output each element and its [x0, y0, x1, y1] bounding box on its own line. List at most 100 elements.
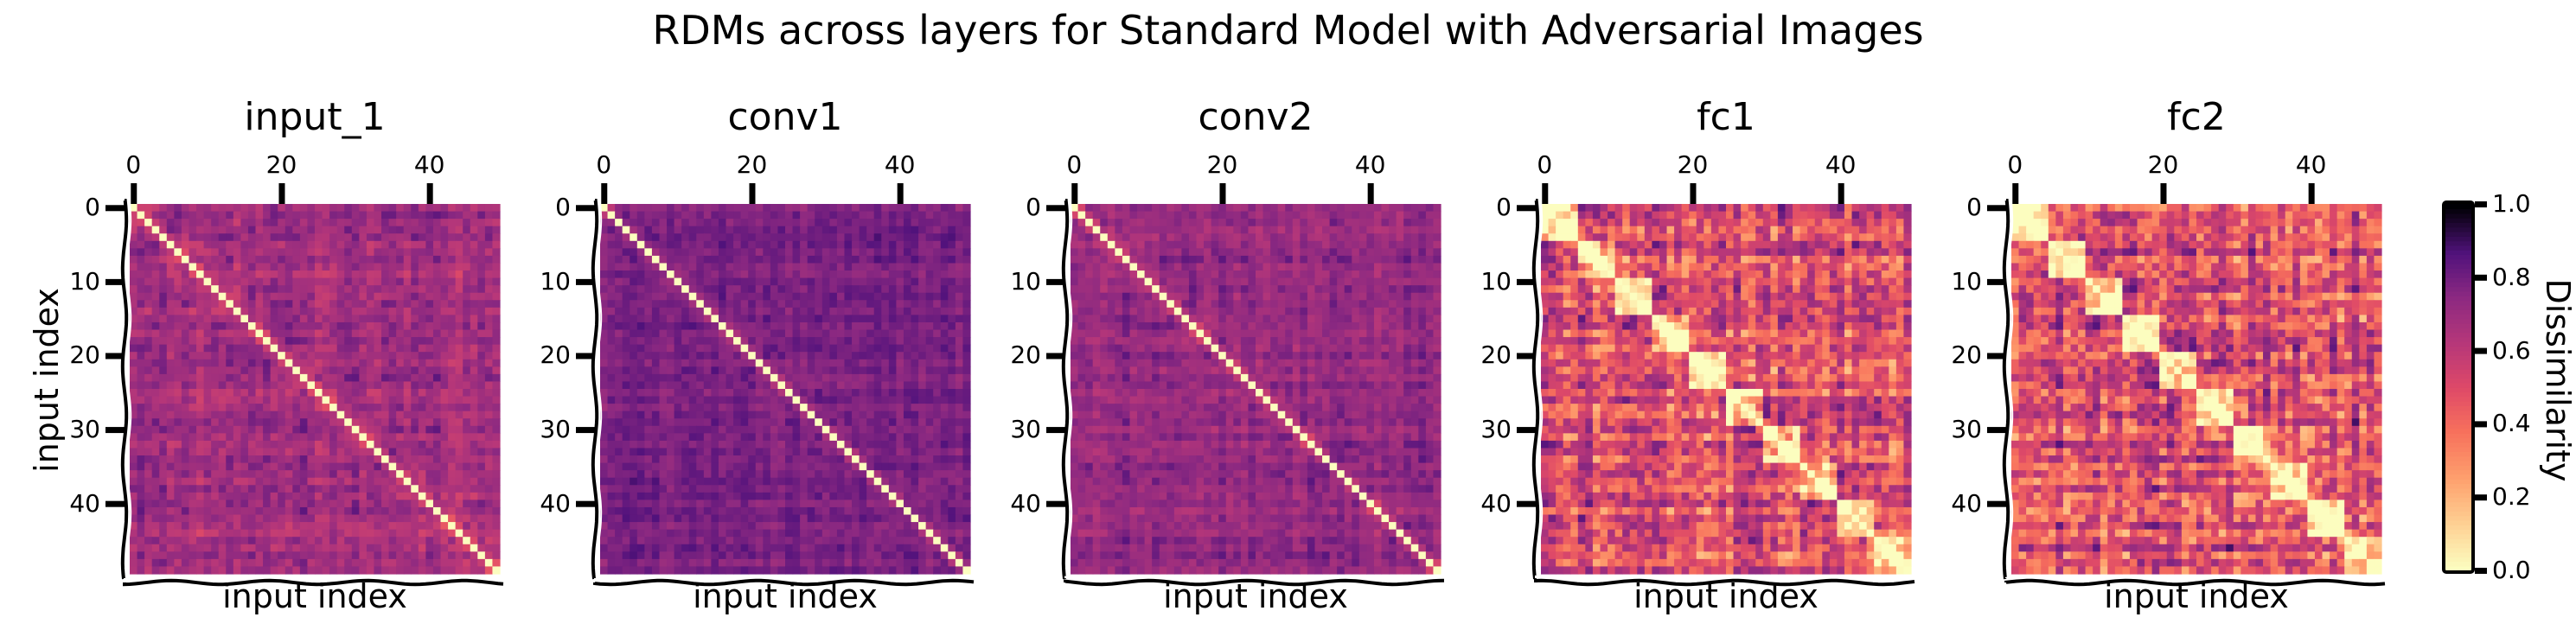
- heatmap-cell: [696, 514, 705, 523]
- heatmap-cell: [881, 448, 890, 456]
- heatmap-cell: [218, 551, 227, 560]
- heatmap-cell: [344, 248, 353, 257]
- heatmap-cell: [418, 255, 426, 264]
- heatmap-cell: [322, 448, 330, 456]
- heatmap-cell: [448, 329, 457, 338]
- heatmap-cell: [763, 462, 771, 471]
- heatmap-cell: [203, 352, 212, 360]
- heatmap-cell: [659, 359, 668, 367]
- heatmap-cell: [455, 448, 463, 456]
- heatmap-cell: [240, 470, 249, 479]
- heatmap-cell: [911, 462, 919, 471]
- heatmap-cell: [381, 285, 390, 294]
- heatmap-cell: [607, 204, 616, 213]
- heatmap-cell: [166, 396, 175, 404]
- heatmap-cell: [470, 226, 478, 234]
- heatmap-cell: [159, 566, 168, 575]
- heatmap-cell: [226, 204, 234, 213]
- heatmap-cell: [636, 448, 645, 456]
- heatmap-cell: [696, 410, 705, 419]
- heatmap-cell: [299, 292, 309, 301]
- heatmap-cell: [181, 337, 190, 346]
- heatmap-cell: [821, 477, 830, 486]
- heatmap-cell: [881, 522, 890, 531]
- heatmap-cell: [196, 455, 205, 464]
- heatmap-cell: [733, 448, 742, 456]
- heatmap-cell: [955, 410, 964, 419]
- heatmap-cell: [374, 315, 382, 323]
- heatmap-cell: [374, 277, 382, 286]
- heatmap-cell: [418, 270, 426, 279]
- heatmap-cell: [607, 292, 616, 301]
- heatmap-cell: [411, 500, 419, 508]
- heatmap-cell: [836, 470, 846, 479]
- heatmap-cell: [425, 315, 434, 323]
- heatmap-cell: [351, 529, 360, 538]
- heatmap-cell: [130, 255, 138, 264]
- heatmap-cell: [763, 514, 771, 523]
- heatmap-cell: [852, 506, 860, 516]
- heatmap-cell: [933, 537, 942, 545]
- heatmap-cell: [911, 344, 919, 353]
- heatmap-cell: [411, 485, 419, 493]
- heatmap-cell: [403, 455, 412, 464]
- heatmap-cell: [418, 477, 426, 486]
- heatmap-cell: [174, 263, 182, 271]
- heatmap-cell: [255, 321, 264, 331]
- heatmap-cell: [270, 425, 278, 434]
- heatmap-cell: [336, 344, 345, 353]
- heatmap-cell: [792, 337, 801, 346]
- heatmap-cell: [203, 492, 212, 500]
- heatmap-cell: [159, 263, 168, 271]
- heatmap-cell: [630, 315, 638, 323]
- heatmap-cell: [189, 352, 197, 360]
- heatmap-cell: [299, 344, 309, 353]
- heatmap-cell: [174, 337, 182, 346]
- heatmap-cell: [644, 219, 653, 227]
- heatmap-cell: [703, 285, 712, 294]
- heatmap-cell: [322, 440, 330, 449]
- heatmap-cell: [748, 263, 757, 271]
- heatmap-cell: [733, 366, 742, 375]
- heatmap-cell: [674, 233, 682, 242]
- heatmap-cell: [740, 500, 749, 508]
- heatmap-cell: [329, 277, 338, 286]
- heatmap-cell: [492, 410, 501, 419]
- heatmap-cell: [948, 233, 956, 242]
- heatmap-cell: [903, 300, 912, 309]
- heatmap-cell: [674, 514, 682, 523]
- heatmap-cell: [925, 410, 934, 419]
- heatmap-cell: [615, 270, 623, 279]
- heatmap-cell: [477, 462, 486, 471]
- heatmap-cell: [940, 558, 949, 568]
- heatmap-cell: [903, 352, 912, 360]
- heatmap-cell: [329, 514, 338, 523]
- heatmap-cell: [667, 425, 675, 434]
- heatmap-cell: [130, 462, 138, 471]
- heatmap-cell: [607, 285, 616, 294]
- heatmap-cell: [411, 566, 419, 575]
- heatmap-cell: [962, 359, 971, 367]
- heatmap-cell: [263, 270, 272, 279]
- heatmap-cell: [477, 292, 486, 301]
- heatmap-cell: [681, 514, 690, 523]
- heatmap-cell: [667, 292, 675, 301]
- heatmap-cell: [130, 425, 138, 434]
- heatmap-cell: [203, 425, 212, 434]
- heatmap-cell: [211, 292, 220, 301]
- heatmap-cell: [166, 270, 175, 279]
- heatmap-cell: [763, 307, 771, 315]
- heatmap-cell: [844, 270, 853, 279]
- heatmap-cell: [659, 425, 668, 434]
- heatmap-cell: [151, 233, 160, 242]
- heatmap-cell: [411, 226, 419, 234]
- heatmap-cell: [636, 506, 645, 516]
- heatmap-cell: [636, 366, 645, 375]
- heatmap-cell: [189, 425, 197, 434]
- heatmap-cell: [615, 307, 623, 315]
- heatmap-cell: [247, 292, 257, 301]
- heatmap-cell: [284, 485, 293, 493]
- heatmap-cell: [821, 462, 830, 471]
- heatmap-cell: [307, 410, 316, 419]
- heatmap-cell: [622, 477, 630, 486]
